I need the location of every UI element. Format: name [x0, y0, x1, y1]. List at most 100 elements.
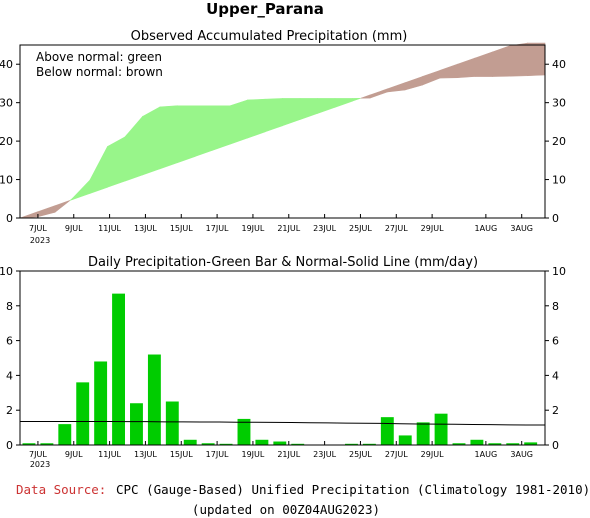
x-tick-label: 15JUL	[170, 224, 193, 233]
daily-bar	[76, 382, 90, 445]
x-tick-label: 25JUL	[349, 450, 372, 459]
y-tick-label: 2	[6, 404, 13, 417]
daily-bar	[470, 439, 484, 445]
x-tick-label: 17JUL	[206, 450, 229, 459]
accumulated-area-segment	[352, 97, 361, 102]
accumulated-plot-frame	[19, 44, 546, 219]
accumulated-area-segment	[194, 105, 213, 157]
accumulated-area-segment	[369, 88, 388, 99]
daily-bar	[165, 401, 179, 445]
x-tick-label: 7JUL	[29, 450, 47, 459]
daily-bar	[524, 442, 538, 445]
daily-plot-frame	[19, 270, 546, 446]
y-tick-label-right: 6	[552, 335, 559, 348]
accumulated-area-segment	[142, 106, 161, 176]
accumulated-area-segment	[212, 105, 231, 151]
y-tick-label-right: 40	[552, 58, 566, 71]
accumulated-area-segment	[492, 45, 511, 77]
x-tick-label: 19JUL	[242, 450, 265, 459]
x-tick-label: 7JUL	[29, 224, 47, 233]
y-tick-label-right: 2	[552, 404, 559, 417]
data-source-text: CPC (Gauge-Based) Unified Precipitation …	[116, 482, 590, 497]
accumulated-area-segment	[19, 211, 38, 219]
y-tick-label-right: 0	[552, 212, 559, 225]
y-tick-label-right: 20	[552, 135, 566, 148]
y-tick-label: 10	[0, 265, 13, 278]
accumulated-area-segment	[360, 94, 371, 99]
accumulated-area-segment	[334, 98, 353, 108]
daily-bar	[452, 443, 466, 445]
daily-bar	[237, 418, 251, 445]
y-tick-label: 10	[0, 174, 13, 187]
y-tick-label: 20	[0, 135, 13, 148]
x-tick-label: 13JUL	[134, 224, 157, 233]
daily-panel: Daily Precipitation-Green Bar & Normal-S…	[0, 255, 566, 469]
daily-bar	[94, 361, 108, 445]
daily-bars	[22, 293, 538, 445]
data-source-label: Data Source:	[16, 482, 106, 497]
daily-bar	[273, 441, 287, 445]
x-tick-label: 21JUL	[277, 450, 300, 459]
y-tick-label-right: 10	[552, 174, 566, 187]
daily-bar	[201, 443, 215, 445]
daily-bar	[130, 403, 143, 445]
y-tick-label: 6	[6, 335, 13, 348]
daily-bar	[183, 439, 197, 445]
accumulated-area-segment	[474, 51, 493, 77]
x-tick-label: 3AUG	[510, 224, 533, 233]
y-tick-label: 30	[0, 97, 13, 110]
accumulated-area-segment	[124, 115, 143, 182]
accumulated-area-segment	[159, 105, 178, 170]
accumulated-area-segment	[54, 200, 71, 213]
y-tick-label-right: 0	[552, 439, 559, 452]
accumulated-area-segment	[69, 197, 73, 201]
y-tick-label: 40	[0, 58, 13, 71]
x-tick-label: 1AUG	[475, 224, 498, 233]
daily-y-axis: 0 0 2 2 4 4 6 6 8 8 10 10	[0, 265, 566, 452]
legend-above: Above normal: green	[36, 50, 162, 64]
x-tick-label: 11JUL	[98, 224, 121, 233]
accumulated-area-segment	[439, 63, 458, 79]
daily-bar	[219, 443, 233, 445]
daily-bar	[255, 439, 269, 445]
y-tick-label: 4	[6, 369, 13, 382]
daily-bar	[434, 413, 448, 445]
accumulated-area-segment	[317, 98, 336, 114]
daily-bar	[488, 443, 502, 445]
accumulated-area-segment	[247, 98, 266, 139]
x-tick-label: 27JUL	[385, 450, 408, 459]
x-tick-label: 13JUL	[134, 450, 157, 459]
accumulated-area-segment	[107, 136, 126, 188]
x-tick-label: 29JUL	[421, 450, 444, 459]
y-tick-label-right: 10	[552, 265, 566, 278]
page-title: Upper_Parana	[206, 0, 324, 18]
daily-title: Daily Precipitation-Green Bar & Normal-S…	[88, 255, 478, 270]
daily-bar	[291, 443, 305, 445]
x-tick-label: 23JUL	[313, 450, 336, 459]
x-tick-label: 1AUG	[475, 450, 498, 459]
x-tick-label: 25JUL	[349, 224, 372, 233]
y-tick-label-right: 8	[552, 300, 559, 313]
accumulated-area-segment	[457, 57, 476, 79]
accumulated-area-segment	[509, 42, 528, 77]
x-tick-label: 17JUL	[206, 224, 229, 233]
accumulated-panel: Observed Accumulated Precipitation (mm) …	[0, 29, 566, 245]
daily-year-label: 2023	[30, 460, 50, 469]
accumulated-area-segment	[387, 82, 406, 93]
accumulated-fill	[19, 42, 546, 219]
legend-below: Below normal: brown	[36, 65, 163, 79]
daily-x-axis: 7JUL 9JUL 11JUL 13JUL 15JUL 17JUL 19JUL 21JUL 23…	[29, 441, 533, 459]
accumulated-area-segment	[89, 146, 108, 194]
daily-bar	[112, 293, 125, 445]
accumulated-area-segment	[264, 98, 283, 133]
y-tick-label: 0	[6, 212, 13, 225]
x-tick-label: 29JUL	[421, 224, 444, 233]
daily-bar	[362, 443, 376, 445]
x-tick-label: 21JUL	[277, 224, 300, 233]
accumulated-area-segment	[404, 76, 423, 91]
daily-bar	[380, 417, 394, 445]
y-tick-label: 0	[6, 439, 13, 452]
daily-bar	[398, 435, 412, 445]
y-tick-label: 8	[6, 300, 13, 313]
